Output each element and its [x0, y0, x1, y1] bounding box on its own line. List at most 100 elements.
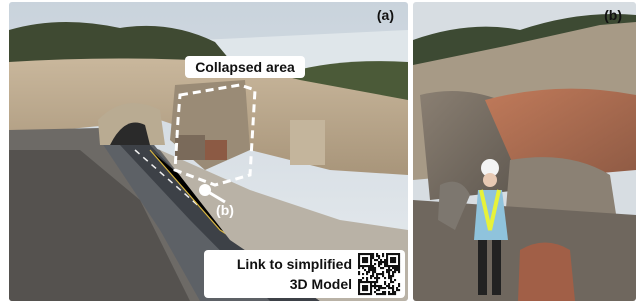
qr-module[interactable]	[364, 281, 366, 283]
qr-module[interactable]	[368, 265, 370, 267]
qr-module[interactable]	[370, 263, 372, 265]
qr-module[interactable]	[394, 257, 396, 259]
qr-module[interactable]	[398, 259, 400, 261]
qr-module[interactable]	[390, 261, 392, 263]
qr-module[interactable]	[398, 257, 400, 259]
qr-module[interactable]	[358, 287, 360, 289]
qr-module[interactable]	[382, 293, 384, 295]
qr-module[interactable]	[392, 293, 394, 295]
qr-module[interactable]	[380, 263, 382, 265]
qr-module[interactable]	[364, 257, 366, 259]
qr-module[interactable]	[364, 293, 366, 295]
qr-module[interactable]	[358, 263, 360, 265]
qr-module[interactable]	[370, 265, 372, 267]
qr-module[interactable]	[372, 275, 374, 277]
qr-module[interactable]	[376, 279, 378, 281]
qr-module[interactable]	[366, 279, 368, 281]
qr-module[interactable]	[366, 285, 368, 287]
qr-module[interactable]	[380, 273, 382, 275]
qr-module[interactable]	[362, 281, 364, 283]
qr-module[interactable]	[358, 253, 360, 255]
qr-module[interactable]	[396, 287, 398, 289]
qr-module[interactable]	[392, 273, 394, 275]
qr-module[interactable]	[390, 279, 392, 281]
qr-module[interactable]	[390, 265, 392, 267]
qr-module[interactable]	[376, 253, 378, 255]
qr-module[interactable]	[364, 253, 366, 255]
qr-module[interactable]	[358, 257, 360, 259]
qr-module[interactable]	[370, 275, 372, 277]
qr-module[interactable]	[378, 289, 380, 291]
qr-module[interactable]	[384, 283, 386, 285]
qr-module[interactable]	[380, 259, 382, 261]
qr-module[interactable]	[366, 253, 368, 255]
qr-module[interactable]	[374, 267, 376, 269]
qr-module[interactable]	[358, 279, 360, 281]
qr-module[interactable]	[366, 273, 368, 275]
qr-module[interactable]	[392, 259, 394, 261]
qr-module[interactable]	[390, 269, 392, 271]
qr-module[interactable]	[360, 253, 362, 255]
qr-module[interactable]	[362, 277, 364, 279]
qr-module[interactable]	[366, 259, 368, 261]
qr-module[interactable]	[386, 253, 388, 255]
qr-module[interactable]	[362, 267, 364, 269]
qr-module[interactable]	[394, 269, 396, 271]
qr-module[interactable]	[388, 291, 390, 293]
qr-module[interactable]	[366, 293, 368, 295]
qr-module[interactable]	[392, 257, 394, 259]
qr-module[interactable]	[358, 265, 360, 267]
qr-module[interactable]	[370, 257, 372, 259]
qr-module[interactable]	[382, 253, 384, 255]
qr-module[interactable]	[374, 281, 376, 283]
qr-module[interactable]	[390, 257, 392, 259]
qr-module[interactable]	[366, 271, 368, 273]
qr-module[interactable]	[374, 291, 376, 293]
qr-module[interactable]	[378, 255, 380, 257]
qr-module[interactable]	[398, 271, 400, 273]
qr-module[interactable]	[358, 289, 360, 291]
link-text[interactable]: Link to simplified	[237, 256, 352, 272]
qr-module[interactable]	[370, 261, 372, 263]
qr-module[interactable]	[382, 287, 384, 289]
qr-module[interactable]	[376, 277, 378, 279]
qr-module[interactable]	[362, 293, 364, 295]
qr-module[interactable]	[380, 261, 382, 263]
qr-module[interactable]	[392, 287, 394, 289]
qr-module[interactable]	[358, 259, 360, 261]
qr-module[interactable]	[388, 267, 390, 269]
qr-module[interactable]	[398, 283, 400, 285]
qr-module[interactable]	[388, 293, 390, 295]
qr-module[interactable]	[370, 267, 372, 269]
qr-module[interactable]	[388, 273, 390, 275]
qr-module[interactable]	[378, 263, 380, 265]
qr-module[interactable]	[360, 279, 362, 281]
qr-module[interactable]	[382, 291, 384, 293]
qr-module[interactable]	[360, 293, 362, 295]
qr-module[interactable]	[392, 275, 394, 277]
qr-module[interactable]	[382, 273, 384, 275]
qr-module[interactable]	[390, 275, 392, 277]
qr-module[interactable]	[388, 269, 390, 271]
qr-module[interactable]	[358, 255, 360, 257]
qr-module[interactable]	[382, 275, 384, 277]
qr-module[interactable]	[398, 285, 400, 287]
qr-module[interactable]	[374, 271, 376, 273]
qr-module[interactable]	[394, 279, 396, 281]
qr-module[interactable]	[358, 267, 360, 269]
qr-module[interactable]	[372, 265, 374, 267]
qr-module[interactable]	[390, 293, 392, 295]
qr-module[interactable]	[386, 263, 388, 265]
qr-module[interactable]	[358, 271, 360, 273]
qr-module[interactable]	[380, 287, 382, 289]
qr-module[interactable]	[396, 269, 398, 271]
qr-module[interactable]	[382, 271, 384, 273]
qr-module[interactable]	[372, 267, 374, 269]
qr-module[interactable]	[362, 285, 364, 287]
qr-module[interactable]	[366, 261, 368, 263]
qr-code[interactable]	[358, 253, 400, 295]
qr-module[interactable]	[398, 289, 400, 291]
qr-module[interactable]	[390, 277, 392, 279]
qr-module[interactable]	[396, 253, 398, 255]
qr-module[interactable]	[374, 285, 376, 287]
